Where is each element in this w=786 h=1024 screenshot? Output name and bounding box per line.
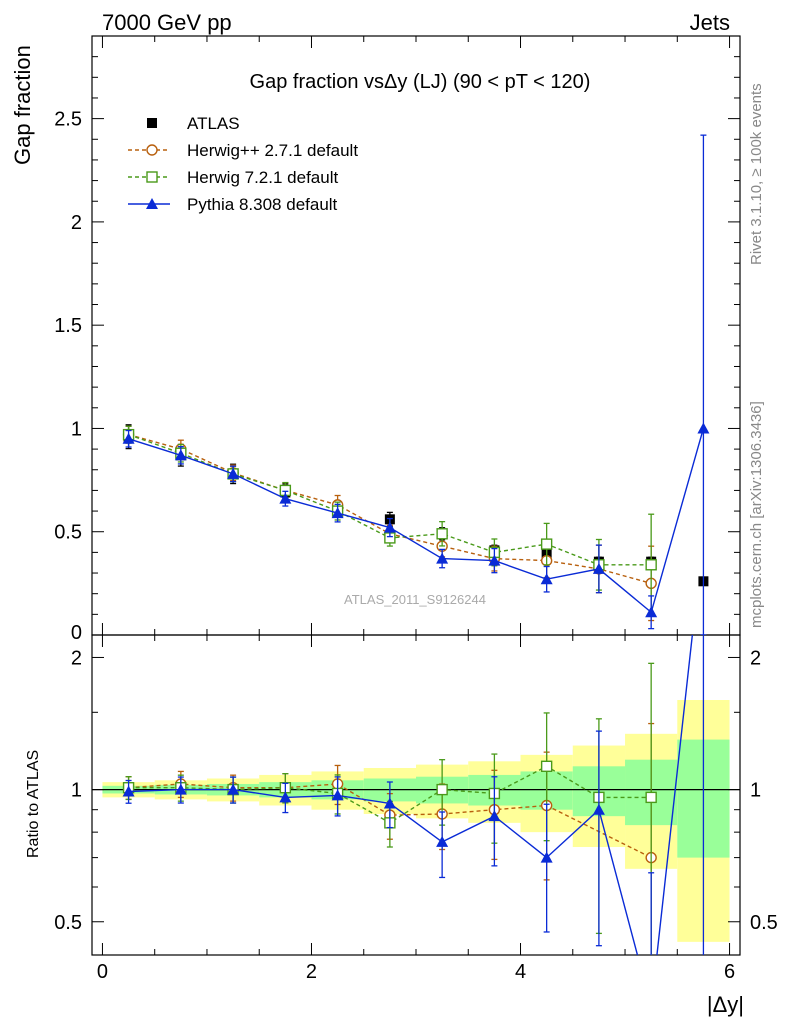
herwig7-marker xyxy=(436,528,448,540)
ratio-tick-label-right: 0.5 xyxy=(750,912,778,934)
y-tick-label: 1 xyxy=(71,418,82,440)
pythia-marker xyxy=(488,810,501,822)
pythia-marker xyxy=(645,606,658,618)
pythia-marker xyxy=(383,797,396,809)
pythia-marker xyxy=(227,467,240,479)
pythia-marker xyxy=(436,835,449,847)
ratio-tick-label-left: 1 xyxy=(71,780,82,802)
header-energy: 7000 GeV pp xyxy=(102,10,232,35)
pythia-marker xyxy=(122,432,135,444)
herwig7-marker xyxy=(645,791,657,804)
pythia-marker xyxy=(331,507,344,519)
series-line xyxy=(128,428,705,614)
y-tick-label: 0 xyxy=(71,622,82,644)
pythia-marker xyxy=(174,783,187,795)
pythia-marker xyxy=(540,573,553,585)
y-tick-label: 0.5 xyxy=(54,522,82,544)
pythia-marker xyxy=(592,803,605,815)
x-tick-label: 6 xyxy=(724,961,735,983)
ratio-y-axis-label: Ratio to ATLAS xyxy=(25,750,42,858)
legend-label: ATLAS xyxy=(187,114,240,133)
pythia-marker xyxy=(383,521,396,533)
ratio-tick-label-left: 0.5 xyxy=(54,912,82,934)
x-tick-label: 0 xyxy=(97,961,108,983)
series-line xyxy=(128,433,652,585)
ratio-series-line xyxy=(128,635,694,955)
herwigpp-marker xyxy=(146,144,158,156)
atlas-marker xyxy=(147,118,157,128)
legend-label: Herwig 7.2.1 default xyxy=(187,168,338,187)
pythia-marker xyxy=(436,552,449,564)
legend-label: Herwig++ 2.7.1 default xyxy=(187,141,358,160)
rivet-version-label: Rivet 3.1.10, ≥ 100k events xyxy=(748,83,765,265)
pythia-marker xyxy=(279,492,292,504)
y-tick-label: 2.5 xyxy=(54,109,82,131)
header-process: Jets xyxy=(690,10,730,35)
uncertainty-band xyxy=(102,699,730,942)
pythia-marker xyxy=(122,785,135,797)
pythia-marker xyxy=(174,449,187,461)
ratio-tick-label-right: 2 xyxy=(750,647,761,669)
pythia-marker xyxy=(146,198,158,209)
herwig7-marker xyxy=(540,538,553,550)
y-tick-label: 1.5 xyxy=(54,315,82,337)
plot-title: Gap fraction vsΔy (LJ) (90 < pT < 120) xyxy=(250,71,591,93)
pythia-marker xyxy=(697,422,710,434)
herwig7-marker xyxy=(436,783,448,796)
ratio-plot-area xyxy=(122,635,705,1012)
pythia-marker xyxy=(592,562,605,574)
ratio-tick-label-right: 1 xyxy=(750,780,761,802)
legend-label: Pythia 8.308 default xyxy=(187,195,338,214)
x-axis-label: |Δy| xyxy=(707,992,744,1017)
pythia-marker xyxy=(540,851,553,863)
herwig7-marker xyxy=(146,171,158,183)
mcplots-label: mcplots.cern.ch [arXiv:1306.3436] xyxy=(748,401,765,628)
herwig7-marker xyxy=(645,559,657,571)
ratio-tick-label-left: 2 xyxy=(71,647,82,669)
herwig7-marker xyxy=(540,760,553,773)
pythia-marker xyxy=(488,554,501,566)
x-tick-label: 4 xyxy=(515,961,526,983)
pythia-marker xyxy=(331,789,344,801)
x-tick-label: 2 xyxy=(306,961,317,983)
analysis-watermark: ATLAS_2011_S9126244 xyxy=(344,592,486,607)
pythia-marker xyxy=(227,783,240,795)
plot-layer: 0 2 4 6 0.5 1 1.5 2 2.5 0 0.5 0.5 1 1 2 2 ATLAS Herwig++ … xyxy=(54,35,778,1012)
pythia-marker xyxy=(645,1001,657,1012)
y-axis-label: Gap fraction xyxy=(10,45,35,165)
y-tick-label: 2 xyxy=(71,212,82,234)
top-plot-area xyxy=(122,134,710,635)
pythia-marker xyxy=(279,791,292,803)
